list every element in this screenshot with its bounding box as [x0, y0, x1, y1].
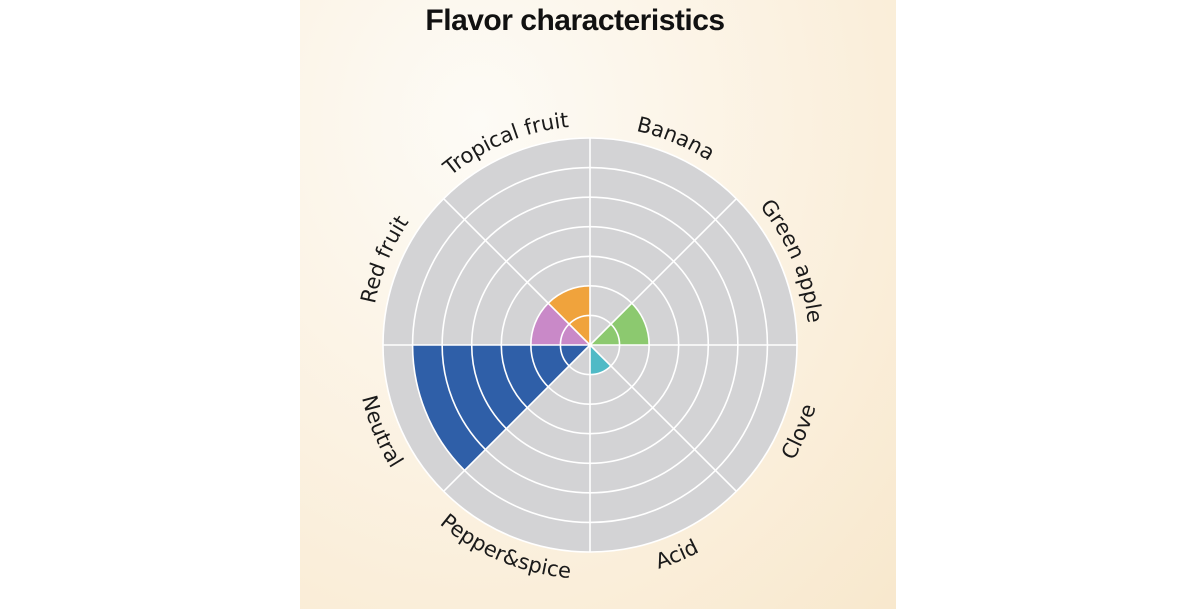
- sector-tropical-fruit: [548, 285, 590, 345]
- grid-spoke: [443, 198, 591, 346]
- sector-green-apple: [590, 303, 650, 345]
- grid-spoke: [589, 198, 737, 346]
- chart-title: Flavor characteristics: [425, 4, 725, 37]
- polar-grid: [382, 137, 798, 553]
- data-sectors: [412, 285, 650, 471]
- grid-spoke: [443, 344, 591, 492]
- grid-spoke: [589, 344, 737, 492]
- sector-acid: [590, 345, 611, 375]
- sector-neutral: [412, 345, 590, 471]
- sector-red-fruit: [530, 303, 590, 345]
